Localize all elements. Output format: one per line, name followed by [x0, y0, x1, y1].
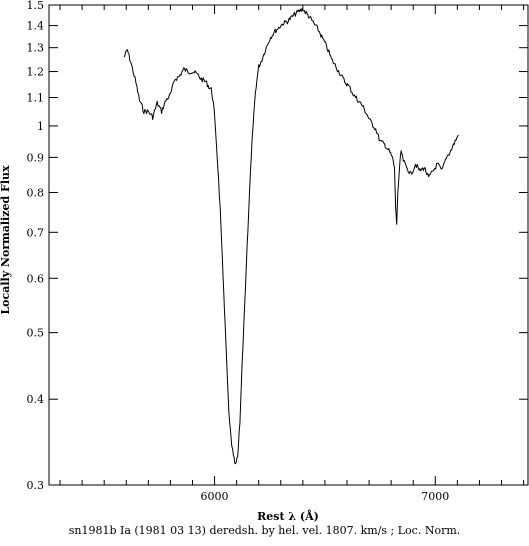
y-axis-ticks: 0.3 0.4 0.5 0.6 0.7 0.8 0.9 1 1.1 1.2 1.3 1.4 1.5: [27, 0, 528, 492]
plot-frame: [48, 4, 529, 486]
y-tick-label: 0.7: [27, 226, 45, 239]
x-tick-label: 6000: [201, 490, 229, 503]
x-axis-title: Rest λ (Å): [257, 509, 319, 523]
y-tick-label: 1: [37, 120, 44, 133]
y-tick-label: 1.4: [27, 20, 45, 33]
x-tick-label: 7000: [421, 490, 449, 503]
y-axis-title: Locally Normalized Flux: [0, 165, 12, 315]
y-tick-label: 0.9: [27, 151, 45, 164]
y-tick-label: 1.2: [27, 66, 45, 79]
y-tick-label: 1.3: [27, 42, 45, 55]
y-tick-label: 0.4: [27, 393, 45, 406]
y-tick-label: 0.3: [27, 479, 45, 492]
y-tick-label: 0.8: [27, 186, 45, 199]
figure-caption: sn1981b Ia (1981 03 13) deredsh. by hel.…: [68, 524, 461, 537]
spectrum-line: [123, 8, 459, 465]
y-tick-label: 1.1: [27, 92, 45, 105]
y-tick-label: 0.6: [27, 272, 45, 285]
x-axis-ticks: 6000 7000: [59, 5, 525, 503]
y-tick-label: 1.5: [27, 0, 45, 12]
y-tick-label: 0.5: [27, 327, 45, 340]
